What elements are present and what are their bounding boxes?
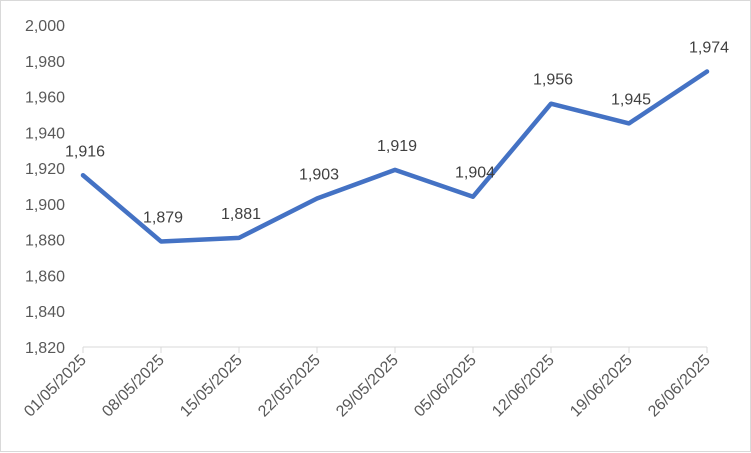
y-tick-label: 1,860 xyxy=(25,268,65,285)
x-tick-label: 08/05/2025 xyxy=(99,352,168,421)
x-axis: 01/05/2025 08/05/2025 15/05/2025 22/05/2025… xyxy=(21,346,714,421)
y-tick-label: 1,960 xyxy=(25,90,65,107)
y-tick-label: 2,000 xyxy=(25,18,65,35)
x-tick-label: 12/06/2025 xyxy=(489,352,558,421)
y-axis-ticks: 1,820 1,840 1,860 1,880 1,900 1,920 1,940 1,960… xyxy=(25,18,65,357)
data-labels: 1,916 1,879 1,881 1,903 1,919 1,904 1,956 1,945… xyxy=(65,40,729,227)
y-tick-label: 1,820 xyxy=(25,340,65,357)
y-tick-label: 1,880 xyxy=(25,233,65,250)
x-tick-label: 22/05/2025 xyxy=(255,352,324,421)
x-tick-label: 15/05/2025 xyxy=(177,352,246,421)
series-group xyxy=(80,69,710,244)
data-label: 1,879 xyxy=(143,209,183,226)
y-tick-label: 1,980 xyxy=(25,54,65,71)
data-label: 1,956 xyxy=(533,72,573,89)
data-label: 1,904 xyxy=(455,165,495,182)
x-tick-label: 26/06/2025 xyxy=(645,352,714,421)
data-label: 1,903 xyxy=(299,167,339,184)
series-line xyxy=(80,69,710,244)
data-label: 1,919 xyxy=(377,138,417,155)
x-tick-label: 19/06/2025 xyxy=(567,352,636,421)
x-tick-label: 01/05/2025 xyxy=(21,352,90,421)
data-label: 1,916 xyxy=(65,143,105,160)
y-tick-label: 1,940 xyxy=(25,125,65,142)
x-tick-label: 29/05/2025 xyxy=(333,352,402,421)
x-tick-label: 05/06/2025 xyxy=(411,352,480,421)
data-label: 1,945 xyxy=(611,91,651,108)
y-tick-label: 1,920 xyxy=(25,161,65,178)
y-tick-label: 1,900 xyxy=(25,197,65,214)
data-label: 1,881 xyxy=(221,206,261,223)
y-tick-label: 1,840 xyxy=(25,304,65,321)
data-label: 1,974 xyxy=(689,40,729,57)
